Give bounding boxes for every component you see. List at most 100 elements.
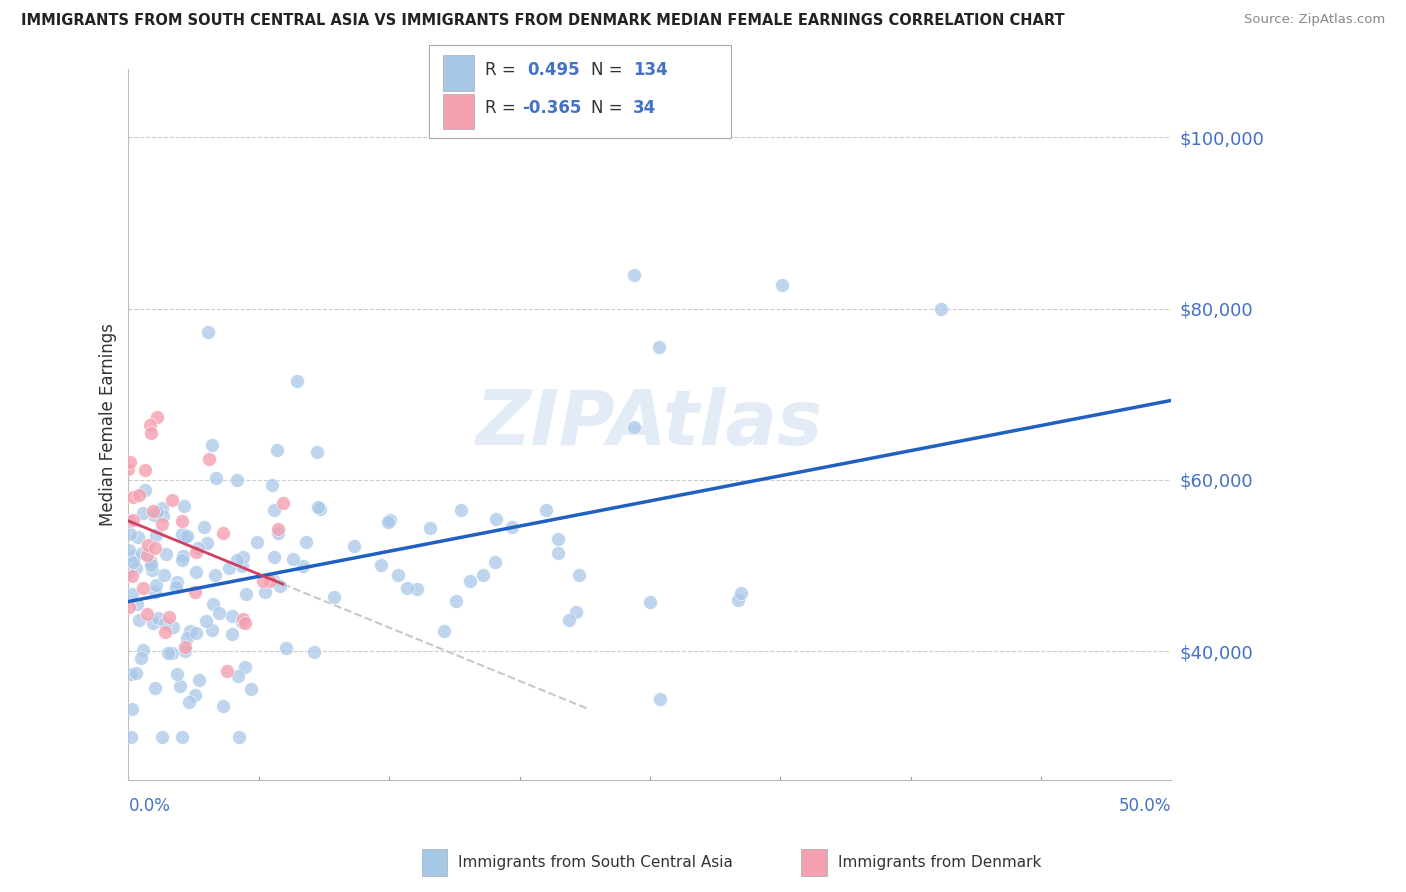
Point xyxy=(204,471,226,485)
Point xyxy=(121,569,143,583)
Point xyxy=(135,607,157,621)
Point xyxy=(547,532,569,546)
Point xyxy=(170,553,193,567)
Point xyxy=(141,563,163,577)
Text: ZIPAtlas: ZIPAtlas xyxy=(477,387,824,461)
Point xyxy=(141,558,163,572)
Point xyxy=(193,520,215,534)
Point xyxy=(565,605,588,619)
Point xyxy=(396,581,419,595)
Point xyxy=(195,614,218,628)
Point xyxy=(534,502,557,516)
Point xyxy=(221,608,243,623)
Point xyxy=(153,615,176,630)
Point xyxy=(176,529,198,543)
Point xyxy=(132,506,155,520)
Point xyxy=(172,549,194,564)
Point xyxy=(221,626,243,640)
Point xyxy=(117,461,139,475)
Point xyxy=(233,615,256,630)
Point xyxy=(152,568,174,582)
Point xyxy=(231,559,253,574)
Point xyxy=(146,611,169,625)
Point xyxy=(120,455,142,469)
Point xyxy=(184,626,207,640)
Point xyxy=(233,660,256,674)
Point xyxy=(263,549,285,564)
Point xyxy=(226,473,249,487)
Point xyxy=(343,539,366,553)
Point xyxy=(146,410,169,425)
Point xyxy=(120,667,142,681)
Point xyxy=(165,580,187,594)
Point xyxy=(226,553,249,567)
Point xyxy=(121,555,143,569)
Point xyxy=(262,574,284,588)
Point xyxy=(202,597,225,611)
Point xyxy=(143,508,166,522)
Point xyxy=(727,592,749,607)
Point xyxy=(215,665,238,679)
Point xyxy=(259,574,281,588)
Point xyxy=(195,536,218,550)
Point xyxy=(184,585,207,599)
Point xyxy=(131,546,153,560)
Point xyxy=(125,561,148,575)
Point xyxy=(169,679,191,693)
Point xyxy=(623,420,645,434)
Point xyxy=(139,425,162,440)
Point xyxy=(139,418,162,433)
Point xyxy=(730,586,752,600)
Point xyxy=(128,613,150,627)
Point xyxy=(166,575,188,590)
Y-axis label: Median Female Earnings: Median Female Earnings xyxy=(100,323,117,525)
Point xyxy=(122,490,145,504)
Point xyxy=(155,547,177,561)
Point xyxy=(139,555,162,569)
Point xyxy=(252,574,274,588)
Text: 0.0%: 0.0% xyxy=(128,797,170,815)
Point xyxy=(201,438,224,452)
Point xyxy=(136,538,159,552)
Point xyxy=(145,505,167,519)
Point xyxy=(174,643,197,657)
Point xyxy=(162,620,184,634)
Point xyxy=(170,514,193,528)
Point xyxy=(127,530,149,544)
Point xyxy=(143,584,166,599)
Point xyxy=(120,730,142,744)
Point xyxy=(287,375,309,389)
Text: Source: ZipAtlas.com: Source: ZipAtlas.com xyxy=(1244,13,1385,27)
Text: -0.365: -0.365 xyxy=(522,99,581,117)
Point xyxy=(150,730,173,744)
Text: 0.495: 0.495 xyxy=(527,61,579,78)
Point xyxy=(125,666,148,681)
Point xyxy=(266,442,288,457)
Text: 134: 134 xyxy=(633,61,668,78)
Point xyxy=(186,545,208,559)
Point xyxy=(235,587,257,601)
Point xyxy=(143,541,166,555)
Point xyxy=(184,688,207,702)
Point xyxy=(152,501,174,516)
Point xyxy=(444,594,467,608)
Point xyxy=(232,549,254,564)
Point xyxy=(173,640,195,654)
Point xyxy=(145,528,167,542)
Point xyxy=(231,615,253,630)
Point xyxy=(155,625,177,640)
Point xyxy=(117,566,139,580)
Point xyxy=(283,552,305,566)
Point xyxy=(127,597,149,611)
Point xyxy=(648,692,671,706)
Point xyxy=(121,587,143,601)
Point xyxy=(118,527,141,541)
Point xyxy=(134,463,156,477)
Point xyxy=(218,560,240,574)
Point xyxy=(117,599,139,614)
Point xyxy=(547,546,569,560)
Point xyxy=(152,509,174,524)
Point xyxy=(253,584,276,599)
Point xyxy=(145,681,167,695)
Point xyxy=(485,511,508,525)
